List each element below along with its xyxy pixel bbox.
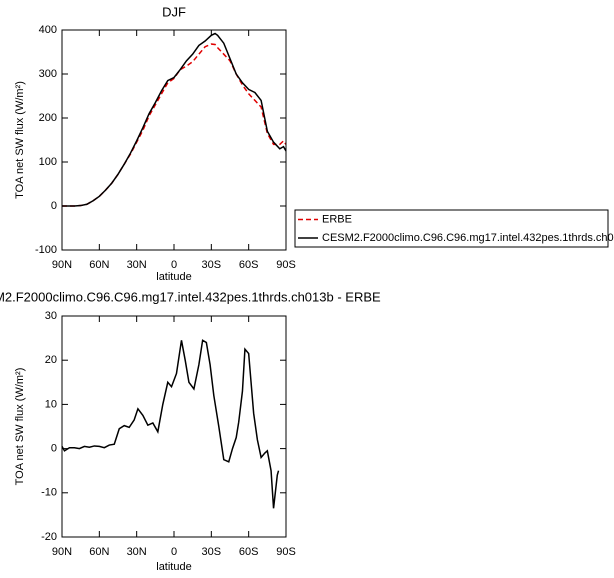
x-tick-label: 0 xyxy=(171,546,177,558)
y-tick-label: 400 xyxy=(39,24,57,36)
series-line xyxy=(61,339,280,509)
y-tick-label: 0 xyxy=(51,443,57,455)
y-tick-label: 300 xyxy=(39,68,57,80)
x-tick-label: 30N xyxy=(127,546,147,558)
y-tick-label: -10 xyxy=(41,487,57,499)
y-tick-label: -20 xyxy=(41,531,57,543)
x-tick-label: 60N xyxy=(89,546,109,558)
y-axis-label: TOA net SW flux (W/m²) xyxy=(14,368,26,486)
y-axis-label: TOA net SW flux (W/m²) xyxy=(14,81,26,199)
y-tick-label: 20 xyxy=(45,354,57,366)
x-axis-label: latitude xyxy=(156,271,191,283)
y-tick-label: 200 xyxy=(39,112,57,124)
legend-box xyxy=(294,209,609,248)
x-tick-label: 30N xyxy=(127,259,147,271)
y-tick-label: 30 xyxy=(45,310,57,322)
legend-label: CESM2.F2000climo.C96.C96.mg17.intel.432p… xyxy=(322,232,614,244)
x-tick-label: 60S xyxy=(239,546,259,558)
series-line xyxy=(62,43,287,207)
x-tick-label: 0 xyxy=(171,259,177,271)
x-tick-label: 90N xyxy=(52,546,72,558)
x-tick-label: 60N xyxy=(89,259,109,271)
x-tick-label: 90S xyxy=(276,546,296,558)
chart-title: CESM2.F2000climo.C96.C96.mg17.intel.432p… xyxy=(0,289,381,304)
x-axis-label: latitude xyxy=(156,561,191,573)
legend-label: ERBE xyxy=(322,213,352,225)
x-tick-label: 90N xyxy=(52,259,72,271)
y-tick-label: 0 xyxy=(51,200,57,212)
x-tick-label: 90S xyxy=(276,259,296,271)
y-tick-label: 100 xyxy=(39,156,57,168)
x-tick-label: 60S xyxy=(239,259,259,271)
y-tick-label: -100 xyxy=(35,244,57,256)
y-tick-label: 10 xyxy=(45,398,57,410)
chart-title: DJF xyxy=(162,4,186,19)
series-line xyxy=(62,32,287,207)
x-tick-label: 30S xyxy=(202,546,222,558)
plot-frame xyxy=(61,315,287,538)
x-tick-label: 30S xyxy=(202,259,222,271)
plot-frame xyxy=(61,29,287,251)
